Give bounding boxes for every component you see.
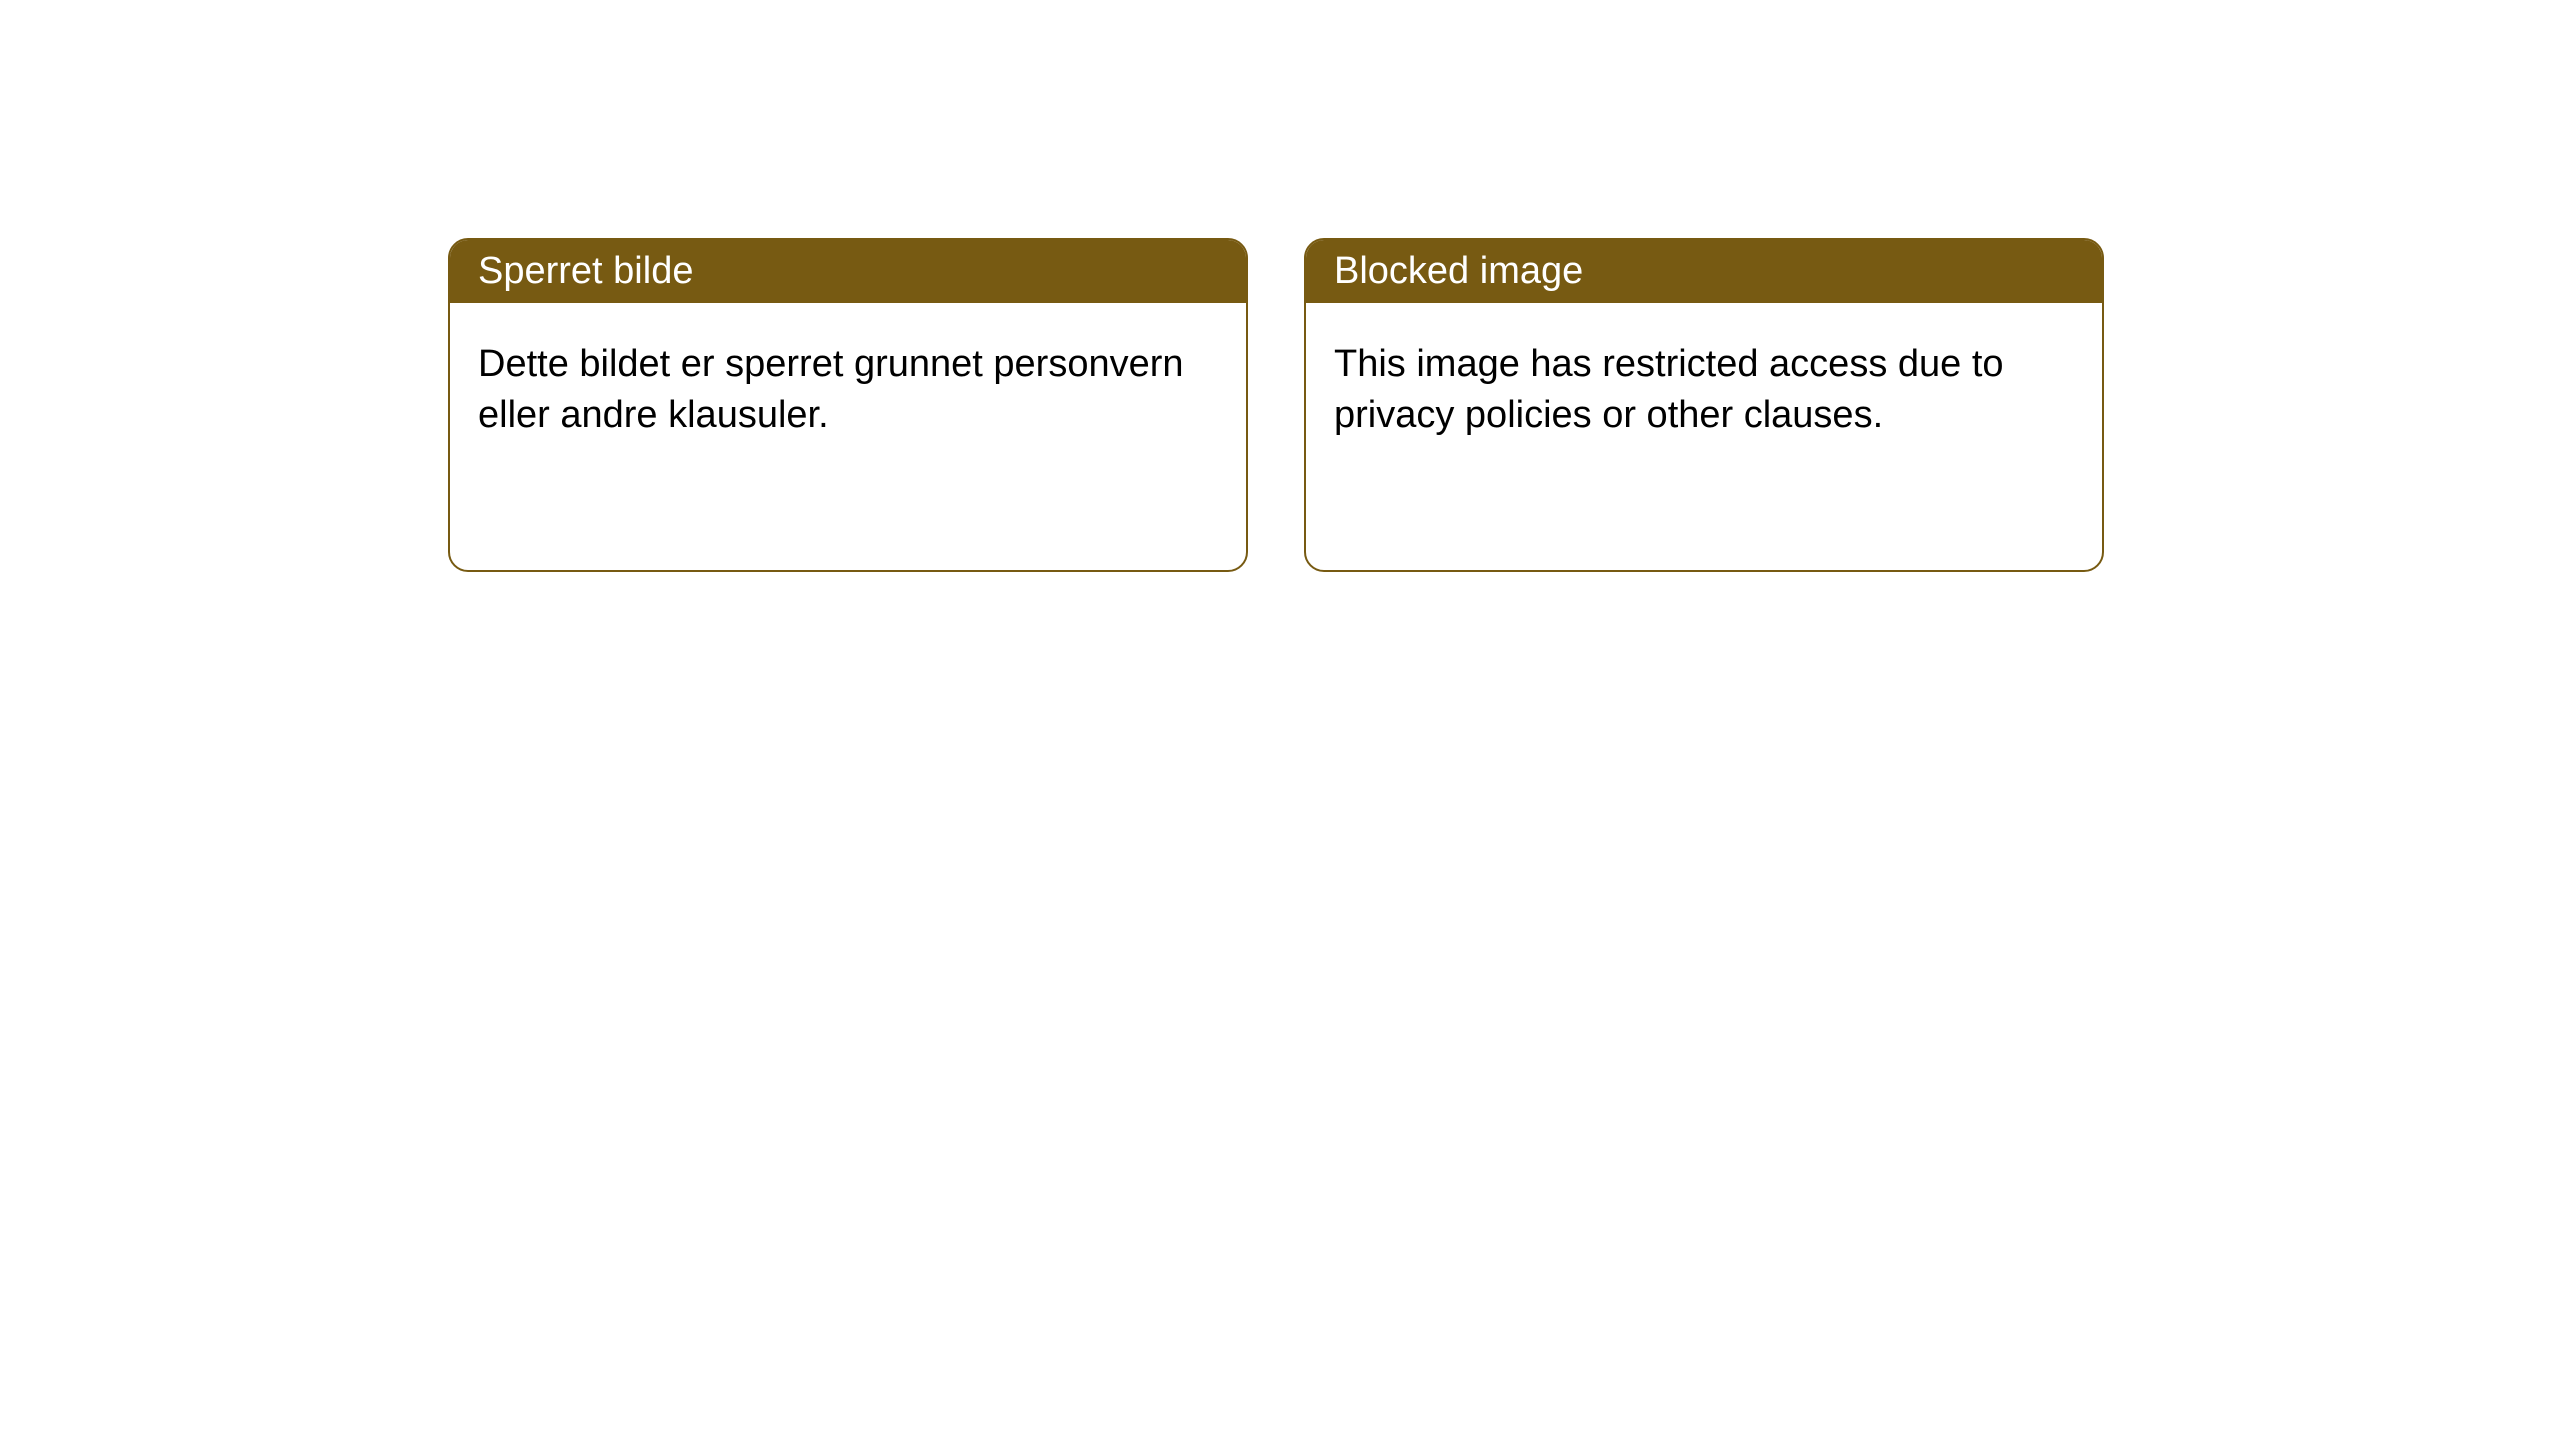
card-title: Blocked image (1334, 250, 1583, 292)
notice-card-english: Blocked image This image has restricted … (1304, 238, 2104, 572)
card-body: This image has restricted access due to … (1306, 303, 2102, 478)
notice-card-norwegian: Sperret bilde Dette bildet er sperret gr… (448, 238, 1248, 572)
notice-container: Sperret bilde Dette bildet er sperret gr… (0, 0, 2560, 572)
card-title: Sperret bilde (478, 250, 693, 292)
card-body-text: Dette bildet er sperret grunnet personve… (478, 343, 1184, 436)
card-body: Dette bildet er sperret grunnet personve… (450, 303, 1246, 478)
card-body-text: This image has restricted access due to … (1334, 343, 2004, 436)
card-header: Sperret bilde (450, 240, 1246, 303)
card-header: Blocked image (1306, 240, 2102, 303)
